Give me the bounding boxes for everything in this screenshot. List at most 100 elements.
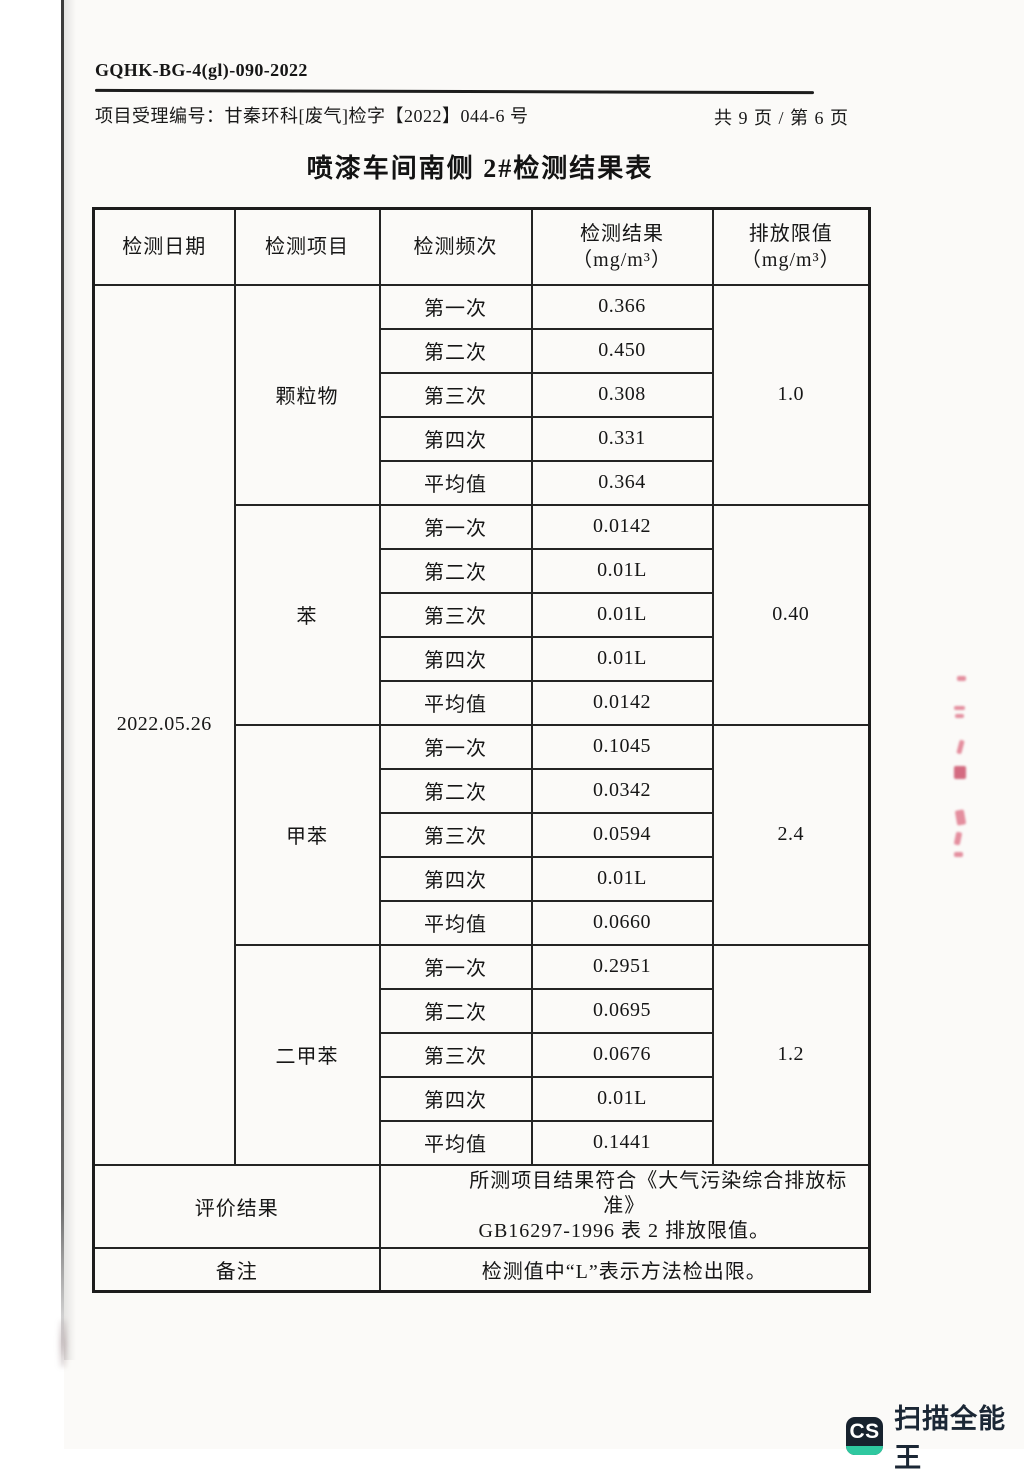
col-header-item: 检测项目 [233,207,381,286]
col-header-limit-unit: （mg/m³） [740,248,841,271]
limit-cell: 2.4 [711,723,871,946]
freq-cell: 第一次 [378,943,533,990]
value-cell: 0.01L [530,591,714,638]
table-row: 甲苯 第一次 0.1045 2.4 [94,723,871,946]
table-row: 第三次 0.308 [94,371,870,418]
remark-content: 检测值中“L”表示方法检出限。 [378,1246,871,1293]
remark-label: 备注 [92,1246,381,1293]
col-header-result-title: 检测结果 [580,222,664,245]
evaluation-content: 所测项目结果符合《大气污染综合排放标准》 GB16297-1996 表 2 排放… [378,1163,871,1249]
scan-edge-shadow [64,0,76,1360]
table-header-row: 检测日期 检测项目 检测频次 检测结果 （mg/m³） 排放限值 （mg/m³） [92,207,871,286]
freq-cell: 平均值 [378,899,533,946]
freq-cell: 第一次 [378,503,533,550]
date-cell: 2022.05.26 [92,283,236,1166]
acceptance-number-label: 项目受理编号： [95,106,225,126]
value-cell: 0.0342 [530,767,714,814]
table-row: 平均值 0.0142 [94,679,870,726]
table-row: 第四次 0.01L [94,635,870,682]
value-cell: 0.0594 [530,811,714,858]
col-header-frequency: 检测频次 [378,207,533,286]
table-row: 第四次 0.331 [94,415,870,462]
freq-cell: 第一次 [378,723,533,770]
freq-cell: 第二次 [378,767,533,814]
value-cell: 0.01L [530,855,714,902]
col-header-result-unit: （mg/m³） [572,248,672,271]
table-row: 第三次 0.0594 [94,811,870,858]
limit-cell: 1.0 [711,283,871,506]
freq-cell: 平均值 [378,679,533,726]
table-row: 第二次 0.01L [94,547,870,594]
table-row: 苯 第一次 0.0142 0.40 [94,503,871,726]
limit-cell: 1.2 [711,943,871,1166]
freq-cell: 第二次 [378,987,533,1034]
camscanner-app-name: 扫描全能王 [894,1404,1007,1473]
value-cell: 0.0142 [530,503,714,550]
col-header-date: 检测日期 [92,207,236,286]
evaluation-row: 评价结果 所测项目结果符合《大气污染综合排放标准》 GB16297-1996 表… [92,1163,871,1249]
scan-page-edge-line [61,0,64,1368]
value-cell: 0.0660 [530,899,714,946]
value-cell: 0.366 [530,283,714,330]
value-cell: 0.1045 [530,723,714,770]
camscanner-logo-text: CS [849,1420,880,1443]
freq-cell: 平均值 [378,1119,533,1166]
item-cell: 苯 [233,503,381,726]
value-cell: 0.0676 [530,1031,714,1078]
item-cell: 颗粒物 [233,283,381,506]
table-row: 第二次 0.0342 [94,767,870,814]
table-row: 第三次 0.01L [94,591,870,638]
freq-cell: 平均值 [378,459,533,506]
camscanner-logo-teal-strip [846,1446,884,1455]
freq-cell: 第三次 [378,371,533,418]
value-cell: 0.364 [530,459,714,506]
camscanner-logo-icon: CS [846,1417,884,1455]
table-row: 平均值 0.1441 [94,1119,870,1166]
value-cell: 0.450 [530,327,714,374]
freq-cell: 第二次 [378,547,533,594]
value-cell: 0.01L [530,1075,714,1122]
table-row: 二甲苯 第一次 0.2951 1.2 [94,943,871,1166]
remark-row: 备注 检测值中“L”表示方法检出限。 [92,1246,871,1293]
value-cell: 0.0142 [530,679,714,726]
value-cell: 0.2951 [530,943,714,990]
col-header-limit-title: 排放限值 [748,222,833,245]
document-number: GQHK-BG-4(gl)-090-2022 [95,60,308,80]
value-cell: 0.0695 [530,987,714,1034]
red-ink-bleed-mark [955,714,964,718]
red-ink-bleed-mark [954,852,963,857]
table-row: 2022.05.26 颗粒物 第一次 0.366 1.0 [92,283,871,1166]
evaluation-line2: GB16297-1996 表 2 排放限值。 [478,1219,770,1242]
table-row: 第二次 0.450 [94,327,870,374]
detection-result-table: 检测日期 检测项目 检测频次 检测结果 （mg/m³） 排放限值 （mg/m³）… [92,207,871,1293]
table-row: 第二次 0.0695 [94,987,870,1034]
page-count-indicator: 共 9 页 / 第 6 页 [714,108,850,128]
col-header-result: 检测结果 （mg/m³） [530,207,714,286]
table-row: 平均值 0.364 [94,459,870,506]
table-row: 第三次 0.0676 [94,1031,870,1078]
value-cell: 0.1441 [530,1119,714,1166]
freq-cell: 第一次 [378,283,533,330]
value-cell: 0.331 [530,415,714,462]
freq-cell: 第四次 [378,635,533,682]
scan-edge-smudge [58,1320,68,1368]
table-row: 第四次 0.01L [94,1075,870,1122]
table-row: 平均值 0.0660 [94,899,870,946]
freq-cell: 第四次 [378,855,533,902]
red-ink-bleed-mark [954,706,965,710]
limit-cell: 0.40 [711,503,871,726]
col-header-limit: 排放限值 （mg/m³） [711,207,871,286]
table-row: 第四次 0.01L [94,855,870,902]
freq-cell: 第四次 [378,1075,533,1122]
freq-cell: 第三次 [378,591,533,638]
value-cell: 0.01L [530,547,714,594]
freq-cell: 第四次 [378,415,533,462]
red-ink-bleed-mark [957,676,966,681]
page-title: 喷漆车间南侧 2#检测结果表 [306,154,654,183]
item-cell: 甲苯 [233,723,381,946]
red-ink-bleed-mark [954,766,966,779]
evaluation-label: 评价结果 [92,1163,381,1249]
item-cell: 二甲苯 [233,943,381,1166]
freq-cell: 第三次 [378,811,533,858]
freq-cell: 第二次 [378,327,533,374]
